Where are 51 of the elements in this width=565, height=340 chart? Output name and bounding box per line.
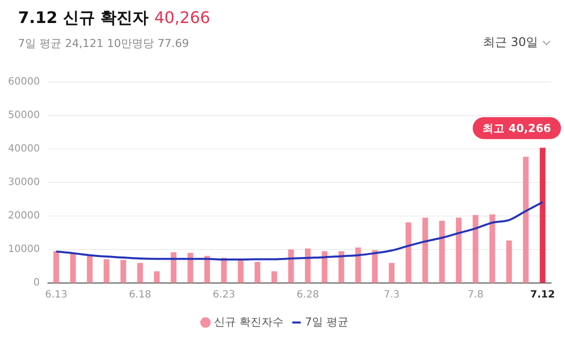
y-tick-label: 10000 bbox=[8, 244, 40, 256]
bar bbox=[406, 222, 412, 283]
bar bbox=[104, 259, 110, 283]
bar bbox=[338, 251, 344, 283]
y-tick-label: 60000 bbox=[8, 76, 40, 88]
bar bbox=[472, 215, 478, 283]
y-tick-label: 0 bbox=[33, 278, 40, 289]
bar bbox=[422, 218, 428, 283]
x-tick-label: 7.3 bbox=[384, 290, 400, 301]
x-tick-label: 7.12 bbox=[530, 290, 555, 301]
y-tick-label: 20000 bbox=[8, 210, 40, 222]
bar bbox=[254, 262, 260, 283]
y-tick-label: 50000 bbox=[8, 110, 40, 122]
legend-label: 7일 평균 bbox=[305, 315, 348, 328]
x-tick-label: 6.23 bbox=[212, 290, 236, 301]
x-tick-label: 7.8 bbox=[468, 290, 484, 301]
text: 최근 30일 bbox=[482, 34, 538, 51]
bar bbox=[53, 251, 60, 283]
bar bbox=[120, 260, 126, 283]
bar bbox=[304, 248, 311, 283]
annotation: 최고 40,266 bbox=[482, 122, 552, 135]
bar bbox=[388, 262, 394, 283]
y-tick-label: 30000 bbox=[8, 177, 40, 188]
bar bbox=[204, 256, 210, 283]
bar bbox=[221, 258, 227, 283]
x-tick-label: 6.13 bbox=[45, 290, 68, 301]
bar bbox=[523, 156, 529, 283]
bar bbox=[70, 252, 76, 283]
bar bbox=[137, 262, 143, 283]
bar bbox=[154, 271, 160, 283]
x-tick-label: 6.18 bbox=[128, 290, 152, 301]
bar bbox=[238, 258, 244, 283]
bar bbox=[439, 220, 445, 283]
bar bbox=[86, 256, 93, 283]
x-tick-label: 6.28 bbox=[296, 290, 319, 301]
bar bbox=[271, 271, 278, 283]
bar bbox=[506, 240, 512, 283]
bar bbox=[355, 247, 361, 283]
bar bbox=[188, 252, 194, 283]
line-series bbox=[55, 201, 544, 261]
bar bbox=[540, 148, 546, 283]
y-tick-label: 40000 bbox=[8, 144, 40, 155]
bar bbox=[456, 218, 462, 283]
bar bbox=[372, 250, 378, 283]
legend-label: 신규 확진자수 bbox=[214, 315, 284, 328]
bar bbox=[288, 250, 294, 283]
bar bbox=[170, 252, 176, 283]
bar bbox=[322, 251, 328, 283]
bar bbox=[489, 214, 496, 283]
chart-subtitle: 7일 평균 24,121 10만명당 77.69 bbox=[18, 36, 189, 51]
chart-title: 7.12 신규 확진자 40,266 bbox=[18, 8, 210, 29]
